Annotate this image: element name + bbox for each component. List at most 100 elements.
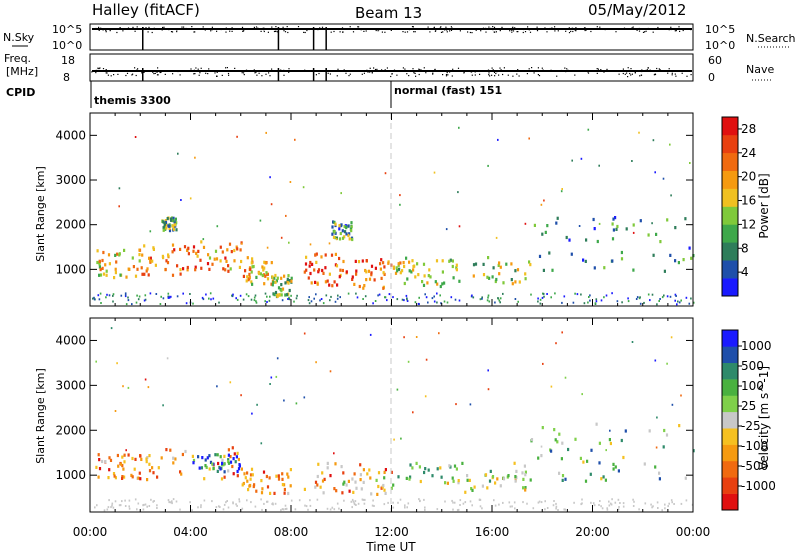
data-cell <box>225 259 228 263</box>
data-cell <box>98 467 102 471</box>
data-cell <box>639 296 641 299</box>
data-cell <box>365 270 368 274</box>
data-cell <box>399 498 402 501</box>
data-cell <box>510 278 513 282</box>
strip-dot <box>449 71 451 73</box>
data-cell <box>223 462 226 466</box>
data-cell <box>320 255 323 259</box>
data-cell <box>371 504 374 507</box>
strip-dot <box>198 74 200 76</box>
data-cell <box>112 506 115 509</box>
data-cell <box>136 267 139 271</box>
data-cell <box>119 273 122 277</box>
data-cell <box>179 268 182 272</box>
data-cell <box>108 456 111 460</box>
data-cell <box>251 282 254 286</box>
data-cell <box>345 232 348 236</box>
data-cell <box>162 256 165 260</box>
data-cell <box>350 500 353 503</box>
data-cell <box>436 301 438 304</box>
data-cell <box>136 508 138 511</box>
data-cell <box>198 466 201 470</box>
data-cell <box>108 468 111 472</box>
data-cell <box>412 265 415 269</box>
strip-dot <box>445 26 447 28</box>
data-cell <box>103 509 106 512</box>
strip-dot <box>143 71 145 73</box>
data-cell <box>284 281 287 285</box>
data-cell <box>333 280 336 284</box>
data-cell <box>212 466 215 470</box>
data-cell <box>539 302 542 305</box>
strip-dot <box>245 69 248 71</box>
data-cell <box>314 485 317 489</box>
nave-tick-top: 60 <box>708 54 722 67</box>
strip-dot <box>339 31 341 33</box>
strip-dot <box>105 72 107 74</box>
strip-dot <box>304 31 306 34</box>
data-cell <box>574 437 577 441</box>
data-cell <box>219 455 222 459</box>
cpid-label: CPID <box>6 86 35 99</box>
data-cell <box>124 499 126 502</box>
strip-dot <box>675 30 677 32</box>
strip-dot <box>110 75 112 77</box>
data-cell <box>182 292 184 295</box>
data-cell <box>309 504 312 507</box>
y-tick-label: 1000 <box>55 468 86 482</box>
data-cell <box>143 244 146 248</box>
data-cell <box>98 265 101 269</box>
data-cell <box>246 256 249 260</box>
data-cell <box>379 262 382 266</box>
strip-dot <box>627 67 629 69</box>
data-cell <box>148 505 151 507</box>
data-cell <box>143 272 146 276</box>
strip-dot <box>442 74 444 76</box>
data-cell <box>252 484 255 489</box>
strip-dot <box>341 27 344 29</box>
data-cell <box>192 245 196 249</box>
data-cell <box>671 501 673 504</box>
data-cell <box>392 296 394 299</box>
strip-dot <box>337 68 339 70</box>
strip-dot <box>463 71 465 73</box>
data-cell <box>513 501 516 504</box>
data-cell <box>631 160 633 162</box>
data-cell <box>397 262 400 266</box>
strip-dot <box>636 28 638 30</box>
power-xticks <box>89 113 694 306</box>
strip-dot <box>194 73 196 75</box>
data-cell <box>138 471 141 475</box>
strip-dot <box>434 68 436 70</box>
strip-dot <box>668 68 670 70</box>
data-cell <box>117 464 120 468</box>
data-cell <box>345 226 348 230</box>
colorbar-cell <box>722 134 738 154</box>
data-cell <box>197 249 200 253</box>
data-cell <box>590 501 592 504</box>
data-cell <box>429 275 432 279</box>
data-cell <box>423 274 426 278</box>
strip-dot <box>224 28 226 30</box>
data-cell <box>104 460 107 464</box>
strip-dot <box>210 30 212 32</box>
data-cell <box>664 507 666 510</box>
data-cell <box>331 232 334 236</box>
data-cell <box>622 502 625 505</box>
data-cell <box>148 256 151 260</box>
data-cell <box>127 386 130 389</box>
data-cell <box>194 265 197 269</box>
data-cell <box>647 233 650 237</box>
strip-dot <box>629 72 631 75</box>
strip-dot <box>194 31 196 33</box>
data-cell <box>396 298 399 301</box>
strip-dot <box>574 74 576 76</box>
data-cell <box>499 484 502 488</box>
data-cell <box>227 264 230 268</box>
strip-dot <box>440 31 443 33</box>
strip-dot <box>287 31 289 34</box>
data-cell <box>212 297 215 300</box>
data-cell <box>517 300 519 303</box>
strip-dot <box>690 74 692 76</box>
data-cell <box>443 300 446 303</box>
